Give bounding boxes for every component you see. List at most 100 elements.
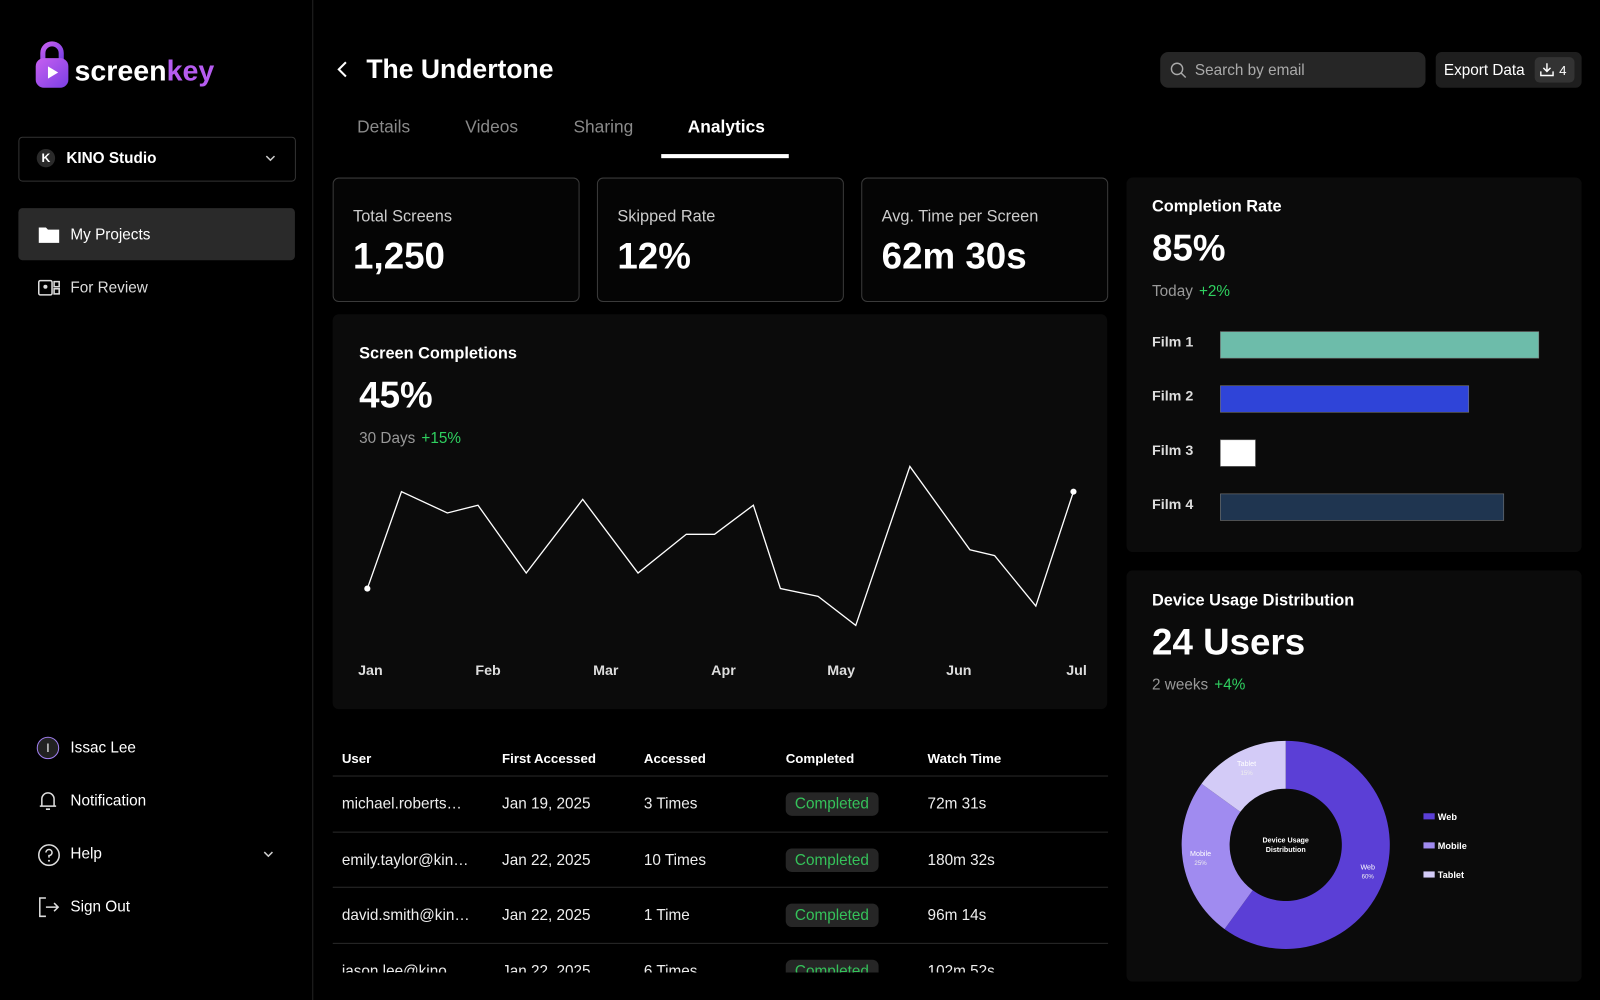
stat-value: 1,250 xyxy=(353,234,445,277)
table-cell: 180m 32s xyxy=(927,851,995,869)
kpi-period: Today +2% xyxy=(1152,283,1230,300)
table-cell: emily.taylor@kin… xyxy=(341,851,469,869)
tab[interactable]: Sharing xyxy=(573,117,634,137)
column-header: First Accessed xyxy=(502,750,596,766)
brand-part: key xyxy=(166,55,215,87)
slice-value: 25% xyxy=(1194,860,1207,867)
chevron xyxy=(265,155,276,162)
legend-swatch xyxy=(1423,813,1435,820)
table-cell: 72m 31s xyxy=(927,795,987,813)
export-count: 4 xyxy=(1559,62,1567,79)
x-tick-label: May xyxy=(827,663,855,679)
brand-part: screen xyxy=(74,55,167,87)
user-name: Issac Lee xyxy=(70,739,136,757)
line-card xyxy=(332,314,1108,710)
table-cell: Jan 19, 2025 xyxy=(502,795,591,813)
end-point xyxy=(364,585,371,592)
workspace-select[interactable] xyxy=(18,136,296,182)
x-tick-label: Jun xyxy=(946,663,971,679)
pie-slice xyxy=(1181,783,1253,930)
user-avatar: I xyxy=(36,736,60,760)
bar-label: Film 1 xyxy=(1152,335,1193,351)
table-cell: Jan 22, 2025 xyxy=(502,962,591,973)
change: +4% xyxy=(1214,677,1245,694)
download-icon xyxy=(1540,63,1554,77)
search-box[interactable] xyxy=(1160,52,1426,88)
end-point xyxy=(1070,488,1077,495)
status-badge: Completed xyxy=(785,847,879,872)
nav-item[interactable]: Notification xyxy=(70,792,147,810)
signout-icon xyxy=(39,897,60,918)
nav-item[interactable]: Sign Out xyxy=(70,898,130,916)
change: +15% xyxy=(421,430,461,447)
nav-item[interactable]: For Review xyxy=(70,279,148,297)
brand: screenkey xyxy=(74,55,214,88)
back-button[interactable] xyxy=(336,60,350,78)
table-cell: michael.roberts… xyxy=(341,795,462,813)
chart-title: Device Usage Distribution xyxy=(1152,591,1354,609)
sidebar xyxy=(0,0,314,1000)
period: 2 weeks xyxy=(1152,677,1208,694)
nav-item[interactable]: Help xyxy=(70,845,102,863)
status-badge: Completed xyxy=(785,792,879,816)
pie-slice xyxy=(1201,740,1286,812)
tab[interactable]: Analytics xyxy=(687,117,765,137)
legend-label: Mobile xyxy=(1438,841,1467,851)
export-badge xyxy=(1534,57,1575,83)
workspace-name: KINO Studio xyxy=(66,149,157,167)
table-cell: 6 Times xyxy=(643,962,698,973)
search-placeholder: Search by email xyxy=(1194,61,1305,80)
stat-label: Total Screens xyxy=(353,208,452,226)
table-cell: jason.lee@kino… xyxy=(341,962,463,973)
tab-underline xyxy=(661,154,789,159)
slice-label: Mobile xyxy=(1190,850,1211,858)
workspace-avatar: K xyxy=(36,148,56,168)
table-cell: 3 Times xyxy=(643,795,698,813)
tab[interactable]: Details xyxy=(357,117,411,137)
kpi-period: 30 Days +15% xyxy=(359,430,461,447)
table-cell: 10 Times xyxy=(643,851,706,869)
row-divider xyxy=(332,886,1109,888)
page-title: The Undertone xyxy=(366,53,554,85)
legend-label: Web xyxy=(1438,812,1458,822)
stat-label: Avg. Time per Screen xyxy=(881,208,1039,226)
legend-label: Tablet xyxy=(1438,870,1464,880)
chart-title: Screen Completions xyxy=(359,344,517,362)
export-label: Export Data xyxy=(1443,61,1525,80)
search-icon xyxy=(1170,62,1187,79)
x-tick-label: Feb xyxy=(475,663,501,679)
kpi-value: 24 Users xyxy=(1152,622,1305,663)
stat-label: Skipped Rate xyxy=(617,208,716,226)
kpi-value: 85% xyxy=(1152,228,1226,269)
row-divider xyxy=(332,942,1109,944)
table-cell: Jan 22, 2025 xyxy=(502,851,591,869)
table-cell: 96m 14s xyxy=(927,906,987,924)
bar-label: Film 3 xyxy=(1152,443,1193,459)
nav-item[interactable]: My Projects xyxy=(70,226,151,244)
bar-label: Film 4 xyxy=(1152,497,1193,513)
status-badge: Completed xyxy=(785,959,879,973)
nav-active-bg xyxy=(18,208,295,261)
row-divider xyxy=(332,831,1109,833)
kpi-value: 45% xyxy=(359,375,433,416)
bar xyxy=(1220,493,1505,521)
legend-swatch xyxy=(1423,842,1435,849)
slice-value: 15% xyxy=(1240,770,1253,777)
line xyxy=(366,464,1075,627)
table: User First Accessed Accessed Completed Watch… xyxy=(332,740,1109,973)
status-badge: Completed xyxy=(785,903,879,928)
column-header: Accessed xyxy=(643,750,706,766)
center-label: Distribution xyxy=(1266,846,1306,854)
tab[interactable]: Videos xyxy=(465,117,519,137)
bar xyxy=(1220,439,1256,467)
x-tick-label: Mar xyxy=(593,663,619,679)
column-header: Watch Time xyxy=(927,750,1002,766)
slice-value: 60% xyxy=(1362,873,1375,880)
period: Today xyxy=(1152,283,1193,300)
bar-card xyxy=(1126,177,1582,553)
legend-swatch xyxy=(1423,871,1435,878)
kpi-period: 2 weeks +4% xyxy=(1152,677,1246,694)
